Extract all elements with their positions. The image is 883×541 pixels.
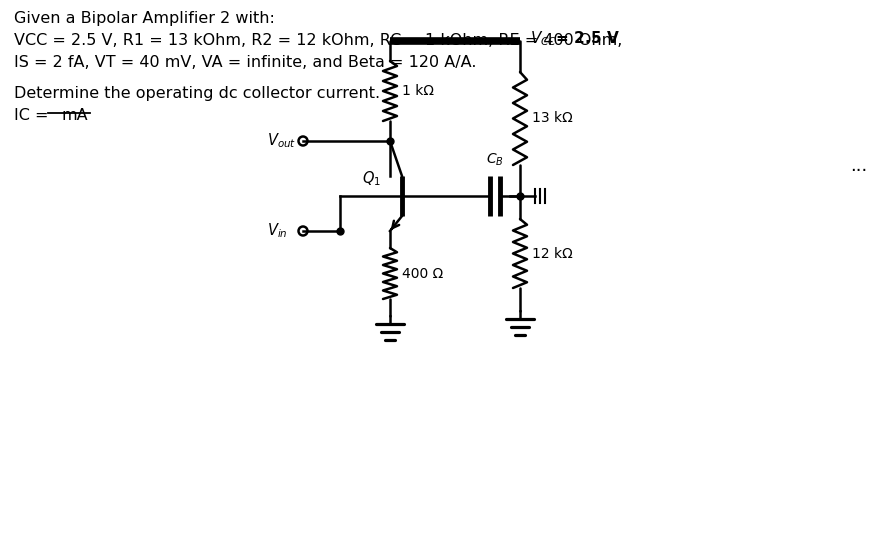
Text: $V_{out}$: $V_{out}$ [267, 131, 296, 150]
Text: 12 kΩ: 12 kΩ [532, 247, 573, 261]
Text: mA: mA [62, 108, 88, 123]
Text: Determine the operating dc collector current.: Determine the operating dc collector cur… [14, 86, 380, 101]
Text: 1 kΩ: 1 kΩ [402, 84, 434, 98]
Text: $C_B$: $C_B$ [487, 151, 504, 168]
Text: IS = 2 fA, VT = 40 mV, VA = infinite, and Beta = 120 A/A.: IS = 2 fA, VT = 40 mV, VA = infinite, an… [14, 55, 477, 70]
Text: 400 Ω: 400 Ω [402, 267, 443, 280]
Text: Given a Bipolar Amplifier 2 with:: Given a Bipolar Amplifier 2 with: [14, 11, 275, 26]
Text: VCC = 2.5 V, R1 = 13 kOhm, R2 = 12 kOhm, RC = 1 kOhm, RE = 400 Ohm,: VCC = 2.5 V, R1 = 13 kOhm, R2 = 12 kOhm,… [14, 33, 623, 48]
Text: ...: ... [850, 157, 867, 175]
Text: $Q_1$: $Q_1$ [362, 169, 381, 188]
Text: $V_{CC}$= 2.5 V: $V_{CC}$= 2.5 V [530, 30, 620, 48]
Text: IC =: IC = [14, 108, 54, 123]
Text: 13 kΩ: 13 kΩ [532, 111, 573, 126]
Text: $V_{in}$: $V_{in}$ [267, 222, 288, 240]
